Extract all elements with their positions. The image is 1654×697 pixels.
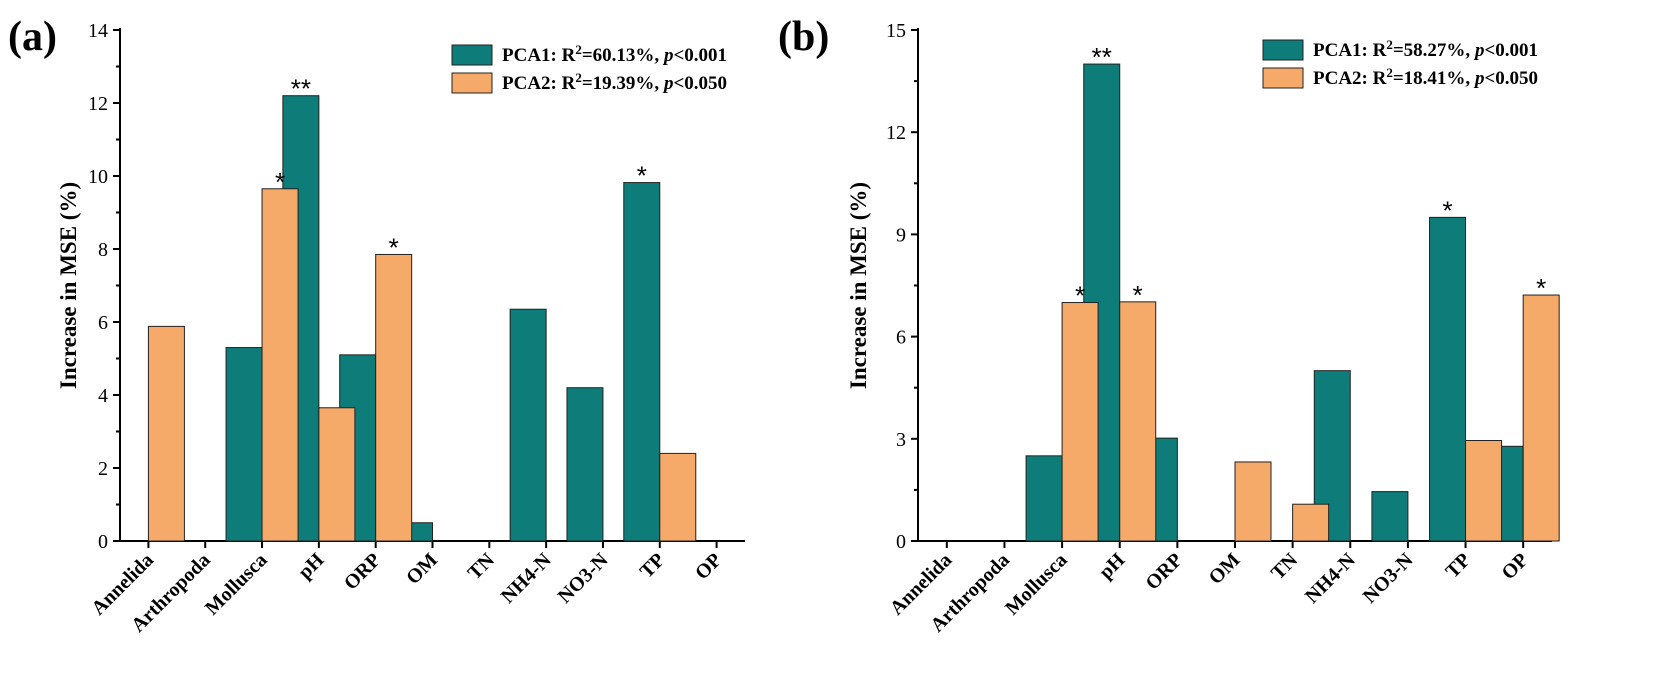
legend-swatch-pca1: [1262, 39, 1304, 61]
legend-label-pca1: PCA1: R2=60.13%, p<0.001: [502, 42, 727, 66]
bar-pca1-mollusca: [1025, 455, 1063, 542]
significance-mark: *: [1442, 195, 1452, 225]
significance-mark: **: [291, 74, 311, 104]
legend-swatch-pca2: [1262, 67, 1304, 89]
y-axis-label: Increase in MSE (%): [56, 182, 81, 389]
bar-pca1-mollusca: [225, 347, 263, 542]
significance-mark: *: [389, 232, 399, 262]
significance-mark: *: [1075, 281, 1085, 311]
significance-mark: *: [637, 161, 647, 191]
bar-pca2-ph: [318, 407, 356, 542]
x-tick-label: NO3-N: [554, 549, 613, 608]
x-tick-label: NH4-N: [1301, 549, 1360, 608]
bar-pca2-tn: [1292, 503, 1330, 542]
bar-pca2-op: [1522, 294, 1560, 542]
bar-pca2-om: [1234, 461, 1272, 542]
y-tick-label: 12: [88, 93, 108, 115]
y-tick-label: 0: [896, 531, 906, 553]
x-tick-label: pH: [294, 549, 329, 584]
bar-pca1-no3-n: [1371, 491, 1409, 542]
x-tick-label: pH: [1095, 549, 1130, 584]
x-tick-label: Mollusca: [1001, 549, 1072, 620]
bar-pca1-tp: [623, 182, 661, 542]
legend-swatch-pca2: [451, 72, 493, 94]
x-tick-label: OM: [402, 549, 442, 589]
legend-label-pca2: PCA2: R2=18.41%, p<0.050: [1313, 65, 1538, 89]
y-tick-label: 0: [98, 531, 108, 553]
y-tick-label: 9: [896, 224, 906, 246]
y-tick-label: 10: [88, 166, 108, 188]
y-tick-label: 14: [88, 20, 108, 42]
y-axis-label: Increase in MSE (%): [846, 182, 871, 389]
bar-pca1-no3-n: [566, 387, 604, 542]
x-tick-label: TN: [464, 549, 500, 585]
x-tick-label: OP: [1498, 549, 1533, 584]
significance-mark: *: [1536, 273, 1546, 303]
bar-pca1-tp: [1429, 216, 1467, 542]
significance-mark: **: [1092, 42, 1112, 72]
x-tick-label: TN: [1267, 549, 1303, 585]
bar-pca2-annelida: [147, 325, 185, 542]
bar-pca2-tp: [659, 452, 697, 542]
y-tick-label: 15: [886, 20, 906, 42]
significance-mark: *: [1133, 280, 1143, 310]
bar-pca2-orp: [375, 253, 413, 542]
bar-pca2-mollusca: [261, 188, 299, 542]
legend-swatch-pca1: [451, 44, 493, 66]
bar-pca2-tp: [1465, 440, 1503, 542]
x-tick-label: OM: [1205, 549, 1245, 589]
x-tick-label: ORP: [340, 549, 385, 594]
y-tick-label: 8: [98, 239, 108, 261]
y-tick-label: 6: [98, 312, 108, 334]
significance-mark: *: [275, 167, 285, 197]
y-tick-label: 3: [896, 429, 906, 451]
bar-pca2-mollusca: [1061, 302, 1099, 542]
y-tick-label: 4: [98, 385, 108, 407]
x-tick-label: Mollusca: [201, 549, 272, 620]
bar-pca1-nh4-n: [509, 308, 547, 542]
bar-pca2-ph: [1119, 301, 1157, 542]
panel-label: (a): [8, 14, 57, 60]
y-tick-label: 2: [98, 458, 108, 480]
y-tick-label: 12: [886, 122, 906, 144]
x-tick-label: TP: [636, 549, 670, 583]
x-tick-label: NO3-N: [1359, 549, 1418, 608]
x-tick-label: OP: [691, 549, 726, 584]
x-tick-label: NH4-N: [497, 549, 556, 608]
legend-label-pca1: PCA1: R2=58.27%, p<0.001: [1313, 37, 1538, 61]
legend-label-pca2: PCA2: R2=19.39%, p<0.050: [502, 70, 727, 94]
x-tick-label: TP: [1441, 549, 1475, 583]
x-tick-label: ORP: [1141, 549, 1186, 594]
panel-label: (b): [778, 14, 829, 60]
y-tick-label: 6: [896, 327, 906, 349]
